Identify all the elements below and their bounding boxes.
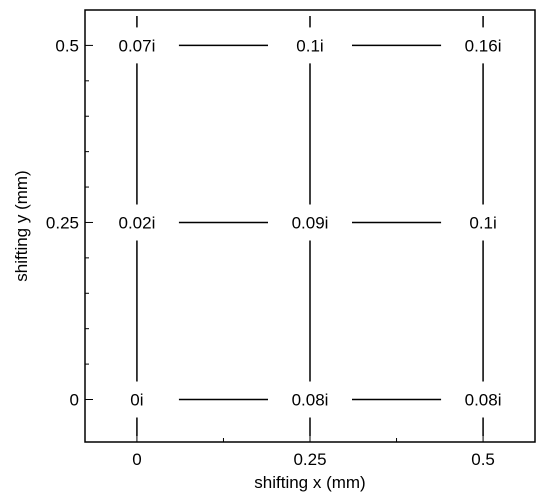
x-axis: 0 0.25 0.5	[132, 434, 495, 469]
y-tick-label: 0.5	[55, 36, 79, 55]
y-tick-label: 0.25	[46, 213, 79, 232]
x-tick-label: 0	[132, 450, 141, 469]
data-point-label: 0.02i	[118, 213, 155, 232]
data-point-label: 0.08i	[465, 391, 502, 410]
data-point-label: 0.1i	[469, 213, 496, 232]
x-tick-label: 0.5	[471, 450, 495, 469]
data-point-label: 0.1i	[296, 36, 323, 55]
data-point-label: 0.09i	[292, 213, 329, 232]
y-axis-label: shifting y (mm)	[12, 170, 31, 281]
node-labels: 0.07i 0.1i 0.16i 0.02i 0.09i 0.1i 0i 0.08i 0.08i	[118, 36, 501, 409]
data-point-label: 0i	[130, 391, 143, 410]
x-tick-label: 0.25	[293, 450, 326, 469]
x-axis-label: shifting x (mm)	[254, 473, 365, 492]
data-point-label: 0.16i	[465, 36, 502, 55]
grid-connectors	[136, 16, 484, 436]
data-point-label: 0.08i	[292, 391, 329, 410]
y-tick-label: 0	[70, 391, 79, 410]
data-point-label: 0.07i	[118, 36, 155, 55]
y-axis: 0 0.25 0.5	[46, 36, 93, 410]
